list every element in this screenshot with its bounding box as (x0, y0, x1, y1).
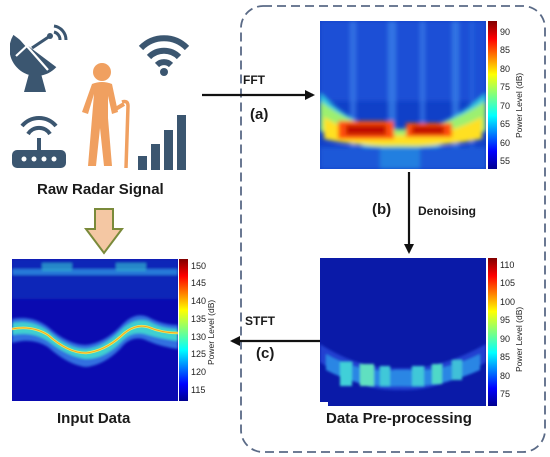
colorbar-tick-label: 120 (191, 367, 207, 378)
colorbar-tick-label: 105 (500, 278, 516, 289)
denoised-spectrogram (320, 258, 486, 406)
input-colorbar-title: Power Level (dB) (206, 299, 216, 365)
colorbar-tick-label: 80 (500, 63, 511, 74)
colorbar-tick-label: 110 (500, 259, 515, 270)
fft-colorbar (488, 21, 497, 169)
input-spectrogram (12, 259, 178, 401)
colorbar-tick-label: 115 (191, 384, 206, 395)
colorbar-tick-label: 65 (500, 119, 511, 130)
elderly-person-icon (82, 63, 130, 169)
colorbar-tick-label: 75 (500, 389, 511, 400)
input-data-label: Input Data (57, 410, 131, 427)
colorbar-tick-label: 55 (500, 156, 511, 167)
denoised-colorbar (488, 258, 497, 406)
colorbar-tick-label: 135 (191, 313, 207, 324)
input-colorbar-ticks: 115 120 125 130 135 140 145 150 (191, 259, 207, 401)
input-colorbar (179, 259, 188, 401)
fft-colorbar-ticks: 55 60 65 70 75 80 85 90 (500, 21, 514, 169)
colorbar-tick-label: 85 (500, 352, 511, 363)
colorbar-tick-label: 90 (500, 333, 511, 344)
signal-bars-icon (138, 115, 186, 170)
preprocessing-label: Data Pre-processing (326, 410, 472, 427)
colorbar-tick-label: 60 (500, 137, 511, 148)
colorbar-tick-label: 75 (500, 82, 511, 93)
colorbar-tick-label: 130 (191, 331, 207, 342)
colorbar-tick-label: 85 (500, 45, 511, 56)
colorbar-tick-label: 140 (191, 296, 207, 307)
step-c-label: (c) (256, 345, 275, 362)
denoised-colorbar-title: Power Level (dB) (514, 306, 524, 372)
colorbar-tick-label: 90 (500, 26, 511, 37)
colorbar-tick-label: 150 (191, 260, 207, 271)
colorbar-tick-label: 125 (191, 349, 207, 360)
colorbar-tick-label: 95 (500, 315, 511, 326)
fft-colorbar-title: Power Level (dB) (514, 72, 524, 138)
router-icon (12, 115, 66, 168)
stft-label: STFT (245, 314, 275, 328)
colorbar-tick-label: 145 (191, 278, 207, 289)
down-arrow (84, 208, 124, 255)
step-b-label: (b) (372, 201, 392, 218)
satellite-dish-icon (10, 24, 68, 92)
denoising-label: Denoising (418, 204, 477, 218)
colorbar-tick-label: 100 (500, 296, 516, 307)
raw-signal-label: Raw Radar Signal (37, 181, 164, 198)
denoised-colorbar-ticks: 75 80 85 90 95 100 105 110 (500, 258, 516, 406)
fft-spectrogram (320, 21, 486, 169)
step-a-label: (a) (250, 106, 269, 123)
fft-label: FFT (243, 73, 265, 87)
colorbar-tick-label: 80 (500, 370, 511, 381)
colorbar-tick-label: 70 (500, 100, 511, 111)
wifi-icon (138, 35, 190, 76)
